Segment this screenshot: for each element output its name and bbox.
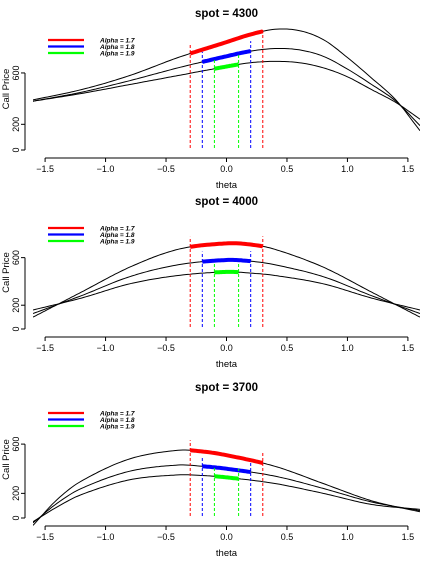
- y-axis-label: Call Price: [1, 69, 12, 110]
- legend-label: Alpha = 1.8: [99, 44, 135, 51]
- x-tick-label: −0.5: [157, 343, 175, 353]
- chart-panel-2: spot = 4000 −1.5 −1.0 −0.5 0.0 0.5 1.0 1.5 theta…: [1, 196, 420, 370]
- x-tick-label: 0.5: [281, 164, 294, 174]
- legend-label: Alpha = 1.7: [99, 225, 135, 232]
- x-tick-label: 1.5: [402, 532, 415, 542]
- series-line-1: [33, 242, 420, 318]
- highlight-segment-3: [214, 269, 239, 275]
- x-tick-label: 0.5: [281, 532, 294, 542]
- y-tick-label: 0: [11, 147, 21, 152]
- x-tick-label: −1.0: [97, 343, 115, 353]
- y-tick-label: 600: [11, 437, 21, 452]
- x-tick-label: 0.5: [281, 343, 294, 353]
- highlight-segment-3: [214, 474, 239, 481]
- x-tick-label: 1.5: [402, 164, 415, 174]
- legend-label: Alpha = 1.8: [99, 417, 135, 424]
- chart-panel-1: spot = 4300 −1.5 −1.0 −0.5 0.0 0.5 1.0 1.5 theta…: [1, 8, 420, 191]
- curves: [33, 28, 420, 132]
- x-tick-label: −1.5: [36, 343, 54, 353]
- chart-title: spot = 4000: [195, 196, 258, 208]
- x-tick-label: 1.0: [341, 164, 354, 174]
- x-tick-label: −1.5: [36, 164, 54, 174]
- legend-label: Alpha = 1.7: [99, 37, 135, 44]
- y-tick-label: 600: [11, 250, 21, 265]
- x-axis-label: theta: [216, 548, 238, 559]
- legend-label: Alpha = 1.7: [99, 410, 135, 417]
- x-axis-label: theta: [216, 180, 238, 191]
- highlight-segment-1: [190, 448, 264, 465]
- highlight-segment-1: [189, 241, 264, 249]
- x-tick-label: −0.5: [157, 164, 175, 174]
- highlight-segment-1: [189, 29, 264, 56]
- highlight-group: [189, 236, 264, 327]
- x-tick-label: 1.0: [341, 532, 354, 542]
- series-line-1: [33, 28, 420, 132]
- legend-label: Alpha = 1.9: [99, 423, 135, 430]
- curves: [33, 242, 420, 318]
- x-tick-label: 0.0: [220, 164, 233, 174]
- y-axis-label: Call Price: [1, 252, 12, 293]
- highlight-segment-3: [214, 62, 239, 71]
- highlight-group: [189, 440, 264, 516]
- x-tick-label: −0.5: [157, 532, 175, 542]
- chart-title: spot = 4300: [195, 8, 258, 20]
- series-line-2: [33, 464, 420, 524]
- highlight-group: [189, 28, 264, 148]
- series-line-3: [33, 271, 420, 311]
- curves: [33, 449, 420, 526]
- x-tick-label: 0.0: [220, 343, 233, 353]
- x-tick-label: 0.0: [220, 532, 233, 542]
- series-line-1: [33, 449, 420, 526]
- y-tick-label: 200: [11, 298, 21, 313]
- y-tick-label: 0: [11, 515, 21, 520]
- x-tick-label: −1.5: [36, 532, 54, 542]
- x-axis-label: theta: [216, 359, 238, 370]
- highlight-segment-2: [202, 257, 251, 264]
- chart-panel-3: spot = 3700 −1.5 −1.0 −0.5 0.0 0.5 1.0 1.5 theta…: [1, 382, 420, 559]
- x-tick-label: −1.0: [97, 164, 115, 174]
- y-axis-label: Call Price: [1, 439, 12, 480]
- x-tick-label: −1.0: [97, 532, 115, 542]
- highlight-segment-2: [202, 464, 251, 474]
- chart-title: spot = 3700: [195, 382, 258, 394]
- x-tick-label: 1.0: [341, 343, 354, 353]
- highlight-segment-2: [201, 49, 252, 64]
- y-tick-label: 200: [11, 486, 21, 501]
- legend-label: Alpha = 1.9: [99, 238, 135, 245]
- y-tick-label: 0: [11, 326, 21, 331]
- y-tick-label: 200: [11, 117, 21, 132]
- y-tick-label: 600: [11, 65, 21, 80]
- x-tick-label: 1.5: [402, 343, 415, 353]
- legend-label: Alpha = 1.8: [99, 232, 135, 239]
- legend-label: Alpha = 1.9: [99, 50, 135, 57]
